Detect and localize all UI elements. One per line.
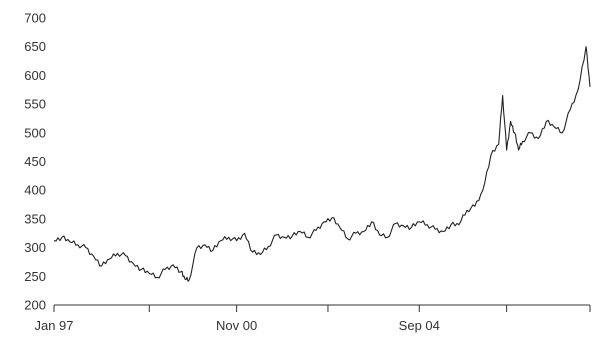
y-tick-label: 700 [24, 11, 46, 26]
y-tick-label: 650 [24, 39, 46, 54]
y-tick-label: 350 [24, 211, 46, 226]
y-tick-label: 400 [24, 183, 46, 198]
y-tick-label: 200 [24, 298, 46, 313]
price-series-line [53, 46, 591, 282]
y-tick-label: 550 [24, 97, 46, 112]
x-tick-label: Nov 00 [216, 318, 257, 333]
y-tick-label: 500 [24, 125, 46, 140]
x-axis-ticks: Jan 97 Nov 00 Sep 04 [34, 305, 591, 333]
y-tick-label: 450 [24, 154, 46, 169]
y-tick-label: 250 [24, 269, 46, 284]
x-tick-label: Jan 97 [34, 318, 73, 333]
y-tick-label: 600 [24, 68, 46, 83]
x-tick-label: Sep 04 [399, 318, 440, 333]
y-axis-ticks: 200 250 300 350 400 450 500 550 600 650 700 [24, 11, 46, 313]
y-tick-label: 300 [24, 240, 46, 255]
